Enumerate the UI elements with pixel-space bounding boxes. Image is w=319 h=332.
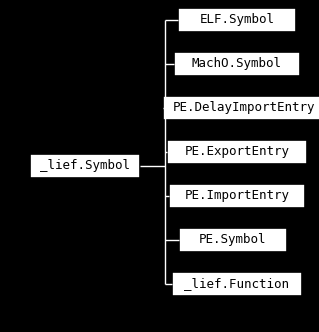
- Text: PE.DelayImportEntry: PE.DelayImportEntry: [173, 102, 315, 115]
- Text: MachO.Symbol: MachO.Symbol: [192, 57, 282, 70]
- FancyBboxPatch shape: [30, 154, 140, 178]
- Text: PE.ExportEntry: PE.ExportEntry: [184, 145, 290, 158]
- FancyBboxPatch shape: [174, 52, 300, 76]
- FancyBboxPatch shape: [167, 140, 307, 164]
- Text: _lief.Function: _lief.Function: [184, 278, 290, 290]
- FancyBboxPatch shape: [172, 272, 302, 296]
- FancyBboxPatch shape: [163, 96, 319, 120]
- Text: ELF.Symbol: ELF.Symbol: [199, 14, 275, 27]
- FancyBboxPatch shape: [178, 8, 296, 32]
- Text: _lief.Symbol: _lief.Symbol: [40, 159, 130, 173]
- FancyBboxPatch shape: [169, 184, 305, 208]
- Text: PE.ImportEntry: PE.ImportEntry: [184, 190, 290, 203]
- Text: PE.Symbol: PE.Symbol: [199, 233, 267, 246]
- FancyBboxPatch shape: [179, 228, 287, 252]
